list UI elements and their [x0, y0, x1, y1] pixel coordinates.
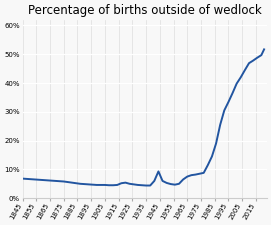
Title: Percentage of births outside of wedlock: Percentage of births outside of wedlock	[28, 4, 262, 17]
